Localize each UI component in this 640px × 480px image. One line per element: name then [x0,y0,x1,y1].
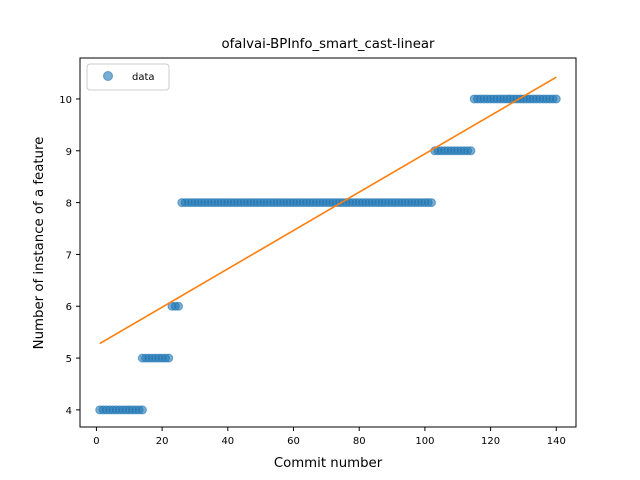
y-tick-label: 7 [66,250,72,261]
y-tick-label: 8 [66,199,72,210]
x-tick-label: 80 [353,436,366,447]
x-tick-label: 120 [481,436,500,447]
y-tick-label: 6 [66,302,72,313]
legend-label-data: data [132,72,155,83]
x-tick-label: 140 [547,436,566,447]
legend-frame [86,63,170,91]
legend-marker-data [103,71,113,81]
plot-area: 0 20 40 60 80 100 120 140 4 5 6 7 8 9 10 [59,57,577,447]
axes-frame [79,57,577,428]
data-point [137,405,147,415]
x-tick-label: 40 [221,436,234,447]
data-point [164,353,174,363]
x-tick-label: 0 [93,436,99,447]
y-tick-label: 9 [66,147,72,158]
data-point [466,146,476,156]
x-tick-label: 100 [415,436,434,447]
y-tick-label: 10 [59,95,72,106]
chart-title: ofalvai-BPInfo_smart_cast-linear [221,37,435,52]
data-point [426,198,436,208]
y-tick-label: 4 [66,406,72,417]
x-tick-label: 60 [287,436,300,447]
legend: data [86,63,170,91]
x-axis-label: Commit number [274,456,383,471]
data-point [174,301,184,311]
y-tick-label: 5 [66,354,72,365]
data-point [551,94,561,104]
x-tick-label: 20 [156,436,169,447]
fit-line [99,76,557,345]
y-axis-label: Number of instance of a feature [32,137,47,350]
